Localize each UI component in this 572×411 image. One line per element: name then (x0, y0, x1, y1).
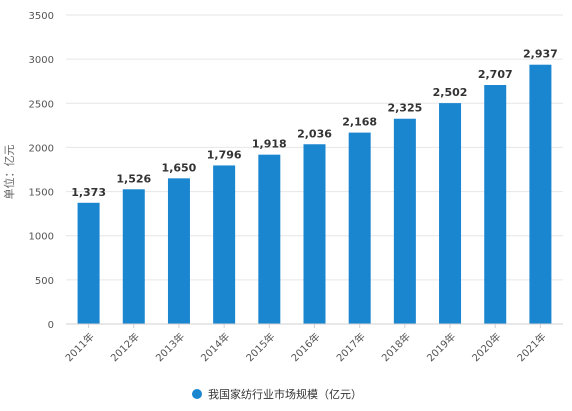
data-label: 2,707 (478, 68, 513, 81)
data-label: 1,373 (71, 186, 106, 199)
data-label: 1,650 (162, 161, 197, 174)
x-axis-ticks: 2011年 2012年 2013年 2014年 2015年 2016年 2017年 2018年… (62, 324, 549, 364)
y-tick-label: 2000 (29, 143, 54, 154)
bars (77, 64, 552, 324)
x-tick-label: 2014年 (198, 330, 232, 364)
x-tick-label: 2017年 (334, 330, 368, 364)
y-tick-label: 500 (35, 276, 54, 287)
x-tick-label: 2012年 (108, 330, 142, 364)
data-label: 1,796 (207, 148, 242, 161)
x-tick-label: 2020年 (469, 330, 503, 364)
x-tick-label: 2018年 (379, 330, 413, 364)
data-label: 2,325 (387, 102, 422, 115)
legend-label: 我国家纺行业市场规模（亿元） (208, 387, 362, 401)
y-tick-label: 3000 (29, 55, 54, 66)
bar[interactable] (529, 64, 552, 324)
y-tick-label: 1500 (29, 188, 54, 199)
x-tick-label: 2015年 (243, 330, 277, 364)
x-tick-label: 2013年 (153, 330, 187, 364)
bar[interactable] (122, 189, 145, 324)
bar[interactable] (167, 178, 190, 324)
data-label: 2,937 (523, 48, 558, 61)
bar[interactable] (393, 118, 416, 324)
x-tick-label: 2016年 (288, 330, 322, 364)
y-tick-label: 1000 (29, 232, 54, 243)
y-axis-ticks: 0 500 1000 1500 2000 2500 3000 3500 (29, 11, 54, 331)
data-labels: 1,373 1,526 1,650 1,796 1,918 2,036 2,168 2,325… (71, 48, 558, 199)
bar[interactable] (303, 144, 326, 324)
y-tick-label: 2500 (29, 99, 54, 110)
data-label: 2,036 (297, 127, 332, 140)
bar[interactable] (439, 103, 462, 324)
y-axis-title: 单位：亿元 (2, 145, 16, 200)
legend-marker (192, 389, 202, 399)
bar[interactable] (348, 132, 371, 324)
x-tick-label: 2019年 (424, 330, 458, 364)
bar[interactable] (258, 154, 281, 324)
legend[interactable]: 我国家纺行业市场规模（亿元） (192, 387, 362, 401)
bar[interactable] (77, 202, 100, 324)
data-label: 1,526 (116, 172, 151, 185)
bar[interactable] (213, 165, 236, 324)
data-label: 1,918 (252, 138, 287, 151)
data-label: 2,168 (342, 116, 377, 129)
x-tick-label: 2011年 (62, 330, 96, 364)
y-tick-label: 0 (48, 320, 54, 331)
y-tick-label: 3500 (29, 11, 54, 22)
data-label: 2,502 (433, 86, 468, 99)
x-tick-label: 2021年 (514, 330, 548, 364)
bar[interactable] (484, 85, 507, 324)
